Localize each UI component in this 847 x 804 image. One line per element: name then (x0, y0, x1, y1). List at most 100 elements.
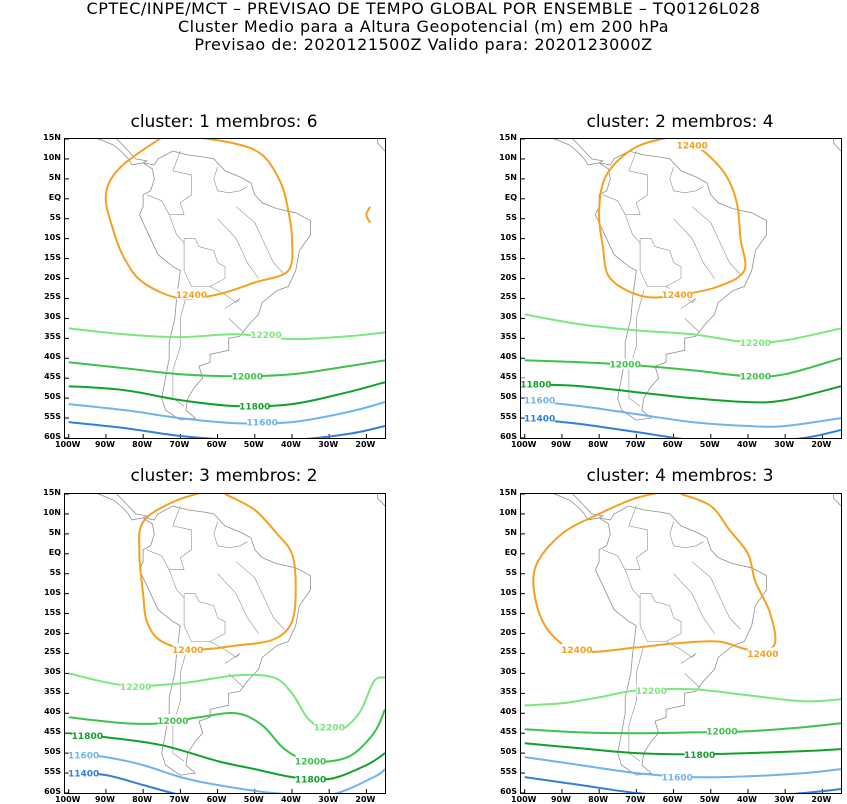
lon-tick-label: 20W (355, 440, 376, 449)
contour-label: 11800 (521, 381, 552, 391)
contour-label: 12200 (120, 683, 151, 693)
country-border (217, 218, 259, 279)
contour-label-bg (706, 725, 737, 737)
contour-label-bg (176, 288, 207, 300)
lon-tick-label: 90W (94, 440, 115, 449)
country-border (684, 318, 700, 333)
lon-tick-label: 90W (94, 795, 115, 804)
lon-tick-label: 30W (774, 440, 795, 449)
country-border (168, 569, 185, 598)
lon-tick-label: 90W (550, 440, 571, 449)
lat-tick-label: 15S (44, 252, 61, 262)
lat-tick-label: 60S (44, 787, 61, 796)
lat-tick-label: 5S (505, 212, 517, 222)
country-border (168, 214, 185, 243)
contour-label-bg (295, 755, 326, 767)
contour-label: 12400 (172, 646, 203, 656)
lat-tick-label: 25S (500, 292, 517, 302)
contour-label: 11600 (68, 752, 99, 762)
lon-tick-label: 50W (243, 795, 264, 804)
lat-tick-label: 45S (44, 727, 61, 737)
country-border (209, 286, 241, 309)
lat-tick-label: 5S (49, 212, 61, 222)
country-border (228, 318, 244, 333)
contour-label-bg (314, 721, 345, 733)
country-border (669, 166, 704, 194)
country-border (217, 573, 259, 634)
contour-label: 11800 (72, 732, 103, 742)
country-border (665, 641, 697, 664)
contour-label-bg (68, 767, 99, 779)
lat-tick-label: 10N (43, 507, 61, 517)
contour-line-11800 (524, 742, 841, 756)
lat-tick-label: 15S (44, 607, 61, 617)
lat-tick-label: 20S (500, 272, 517, 282)
lat-tick-label: 50S (44, 747, 61, 757)
contour-label: 12000 (706, 728, 737, 738)
lon-tick-label: 100W (510, 795, 537, 804)
lon-tick-label: 50W (699, 795, 720, 804)
contour-label: 11800 (684, 751, 715, 761)
contour-label: 11600 (247, 419, 278, 429)
contour-label-bg (684, 748, 715, 760)
lon-tick-label: 90W (550, 795, 571, 804)
lat-tick-label: 30S (44, 312, 61, 322)
lat-tick-label: 60S (44, 432, 61, 441)
map-frame: 12400 12400 12200 12000 12000 11800 11600 11400 (520, 138, 842, 439)
coastline (833, 494, 841, 507)
map-frame: 12400 12400 12200 12000 11800 11600 (520, 493, 842, 794)
contour-label-bg (72, 729, 103, 741)
lat-tick-label: 30S (500, 312, 517, 322)
lat-tick-label: EQ (504, 547, 517, 557)
coastline (833, 139, 841, 152)
country-border (628, 290, 645, 407)
lat-tick-label: 45S (44, 372, 61, 382)
country-border (669, 521, 704, 549)
lat-tick-label: 30S (500, 667, 517, 677)
lon-tick-label: 30W (318, 440, 339, 449)
panel-title: cluster: 1 membros: 6 (130, 112, 318, 132)
lat-tick-label: 50S (500, 392, 517, 402)
coastline (377, 494, 385, 507)
contour-line-12000 (524, 357, 841, 378)
lat-tick-label: 50S (500, 747, 517, 757)
lat-tick-label: 35S (500, 687, 517, 697)
lat-tick-label: 20S (44, 627, 61, 637)
lon-tick-label: 60W (206, 440, 227, 449)
contour-label-bg (524, 394, 555, 406)
contour-label-bg (232, 370, 263, 382)
country-border (236, 561, 285, 630)
contour-line-11600 (524, 399, 841, 428)
lon-tick-label: 40W (736, 795, 757, 804)
lat-tick-label: 15N (43, 488, 61, 497)
lat-tick-label: 55S (44, 767, 61, 777)
lat-tick-label: 20S (44, 272, 61, 282)
contour-label-bg (250, 328, 281, 340)
country-border (639, 593, 682, 642)
country-border (183, 593, 226, 642)
lon-tick-label: 20W (355, 795, 376, 804)
lat-tick-label: 15N (499, 133, 517, 142)
coastline (377, 139, 385, 152)
contour-label: 11400 (524, 415, 555, 425)
country-border (213, 521, 248, 549)
lon-tick-label: 30W (318, 795, 339, 804)
lat-tick-label: 40S (500, 352, 517, 362)
country-border (673, 573, 715, 634)
contour-line-12200 (68, 327, 385, 341)
contour-label: 11800 (239, 403, 270, 413)
lat-tick-label: 10S (500, 232, 517, 242)
contour-label: 12000 (232, 373, 263, 383)
lon-tick-label: 100W (54, 440, 81, 449)
lat-tick-label: 50S (44, 392, 61, 402)
map-frame: 12400 12200 12000 11800 11600 (64, 138, 386, 439)
contour-line-12000 (524, 722, 841, 735)
lat-tick-label: 20S (500, 627, 517, 637)
map-canvas: 12400 12400 12200 12000 11800 11600 (521, 494, 841, 793)
lon-tick-label: 70W (625, 795, 646, 804)
contour-label: 12400 (176, 291, 207, 301)
lon-tick-label: 100W (54, 795, 81, 804)
lon-tick-label: 50W (243, 440, 264, 449)
lon-tick-label: 70W (169, 795, 190, 804)
contour-label-bg (120, 680, 151, 692)
